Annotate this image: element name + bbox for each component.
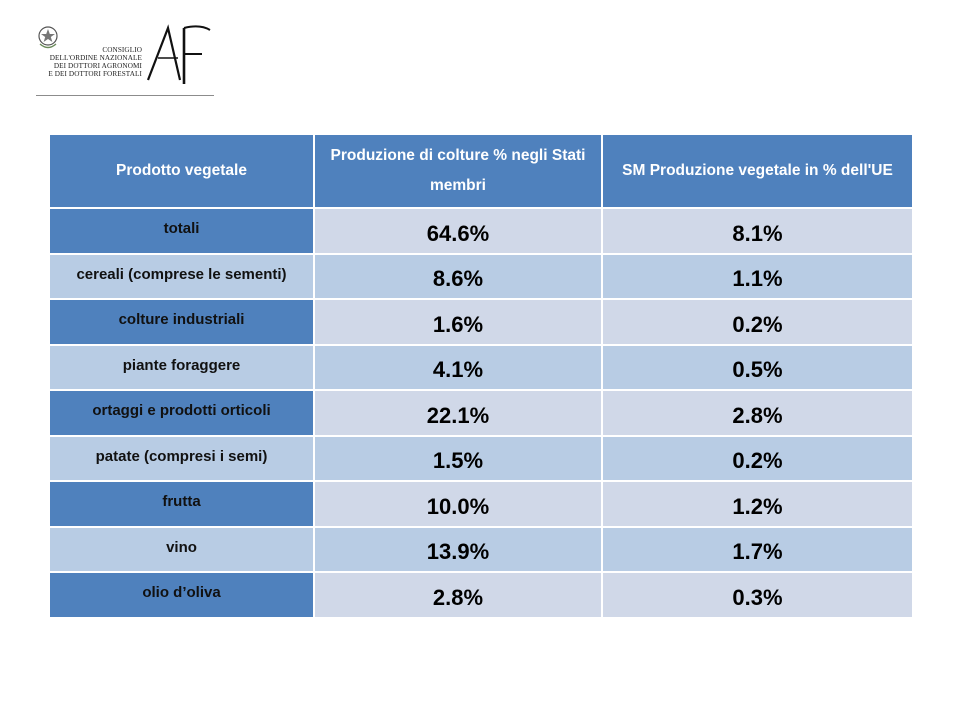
crop-production-value: 4.1% (313, 343, 603, 391)
crop-production-value: 13.9% (313, 525, 603, 573)
row-label: ortaggi e prodotti orticoli (48, 389, 315, 437)
eu-share-value: 0.2% (601, 434, 914, 482)
eu-share-value: 8.1% (601, 207, 914, 255)
row-label: vino (48, 525, 315, 573)
row-label: cereali (comprese le sementi) (48, 252, 315, 300)
org-line-3: DEI DOTTORI AGRONOMI (53, 62, 142, 70)
logo-header: CONSIGLIO DELL'ORDINE NAZIONALE DEI DOTT… (36, 20, 216, 100)
table-row: frutta 10.0% 1.2% (48, 480, 914, 528)
table-row: patate (compresi i semi) 1.5% 0.2% (48, 434, 914, 482)
table-row: colture industriali 1.6% 0.2% (48, 298, 914, 346)
eu-share-value: 1.1% (601, 252, 914, 300)
crop-production-value: 1.6% (313, 298, 603, 346)
header-divider (36, 95, 214, 96)
row-label: colture industriali (48, 298, 315, 346)
eu-share-value: 2.8% (601, 389, 914, 437)
header-eu-share: SM Produzione vegetale in % dell'UE (601, 133, 914, 209)
row-label: piante foraggere (48, 343, 315, 391)
org-line-1: CONSIGLIO (102, 46, 142, 54)
row-label: frutta (48, 480, 315, 528)
crop-production-value: 10.0% (313, 480, 603, 528)
af-monogram-logo (146, 24, 211, 84)
table-row: piante foraggere 4.1% 0.5% (48, 343, 914, 391)
eu-share-value: 0.3% (601, 571, 914, 619)
italian-republic-emblem-icon (38, 26, 58, 49)
crop-production-value: 8.6% (313, 252, 603, 300)
eu-share-value: 0.5% (601, 343, 914, 391)
row-label: totali (48, 207, 315, 255)
crop-production-value: 2.8% (313, 571, 603, 619)
row-label: patate (compresi i semi) (48, 434, 315, 482)
table-row: totali 64.6% 8.1% (48, 207, 914, 255)
eu-share-value: 1.2% (601, 480, 914, 528)
production-table: Prodotto vegetale Produzione di colture … (48, 133, 914, 619)
header-crop-production: Produzione di colture % negli Stati memb… (313, 133, 603, 209)
table-header-row: Prodotto vegetale Produzione di colture … (48, 133, 914, 209)
eu-share-value: 1.7% (601, 525, 914, 573)
crop-production-value: 64.6% (313, 207, 603, 255)
row-label: olio d’oliva (48, 571, 315, 619)
org-line-2: DELL'ORDINE NAZIONALE (49, 54, 142, 62)
crop-production-value: 22.1% (313, 389, 603, 437)
table-row: olio d’oliva 2.8% 0.3% (48, 571, 914, 619)
eu-share-value: 0.2% (601, 298, 914, 346)
table-row: cereali (comprese le sementi) 8.6% 1.1% (48, 252, 914, 300)
header-product: Prodotto vegetale (48, 133, 315, 209)
organization-name: CONSIGLIO DELL'ORDINE NAZIONALE DEI DOTT… (36, 46, 142, 78)
table-row: ortaggi e prodotti orticoli 22.1% 2.8% (48, 389, 914, 437)
org-line-4: E DEI DOTTORI FORESTALI (48, 70, 142, 78)
table-row: vino 13.9% 1.7% (48, 525, 914, 573)
crop-production-value: 1.5% (313, 434, 603, 482)
